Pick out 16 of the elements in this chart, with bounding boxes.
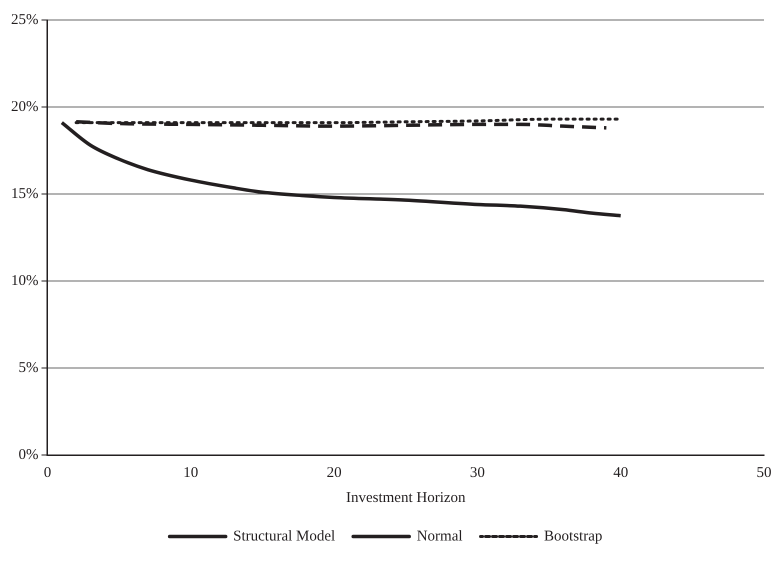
x-tick-label: 40 bbox=[613, 464, 628, 481]
y-tick-label: 25% bbox=[10, 12, 38, 28]
y-tick-label: 0% bbox=[18, 446, 38, 463]
legend-label: Normal bbox=[416, 528, 463, 544]
x-tick-label: 10 bbox=[183, 464, 198, 481]
y-tick-label: 15% bbox=[10, 186, 38, 202]
y-tick-label: 20% bbox=[10, 98, 38, 115]
y-tick-label: 10% bbox=[10, 272, 38, 289]
y-tick-label: 5% bbox=[18, 360, 38, 376]
x-tick-label: 0 bbox=[44, 464, 52, 481]
x-tick-label: 30 bbox=[470, 464, 485, 481]
x-axis-title: Investment Horizon bbox=[346, 490, 466, 506]
x-tick-label: 50 bbox=[756, 464, 772, 481]
x-tick-label: 20 bbox=[326, 464, 342, 481]
legend-label: Bootstrap bbox=[544, 528, 602, 544]
legend-label: Structural Model bbox=[233, 528, 336, 544]
